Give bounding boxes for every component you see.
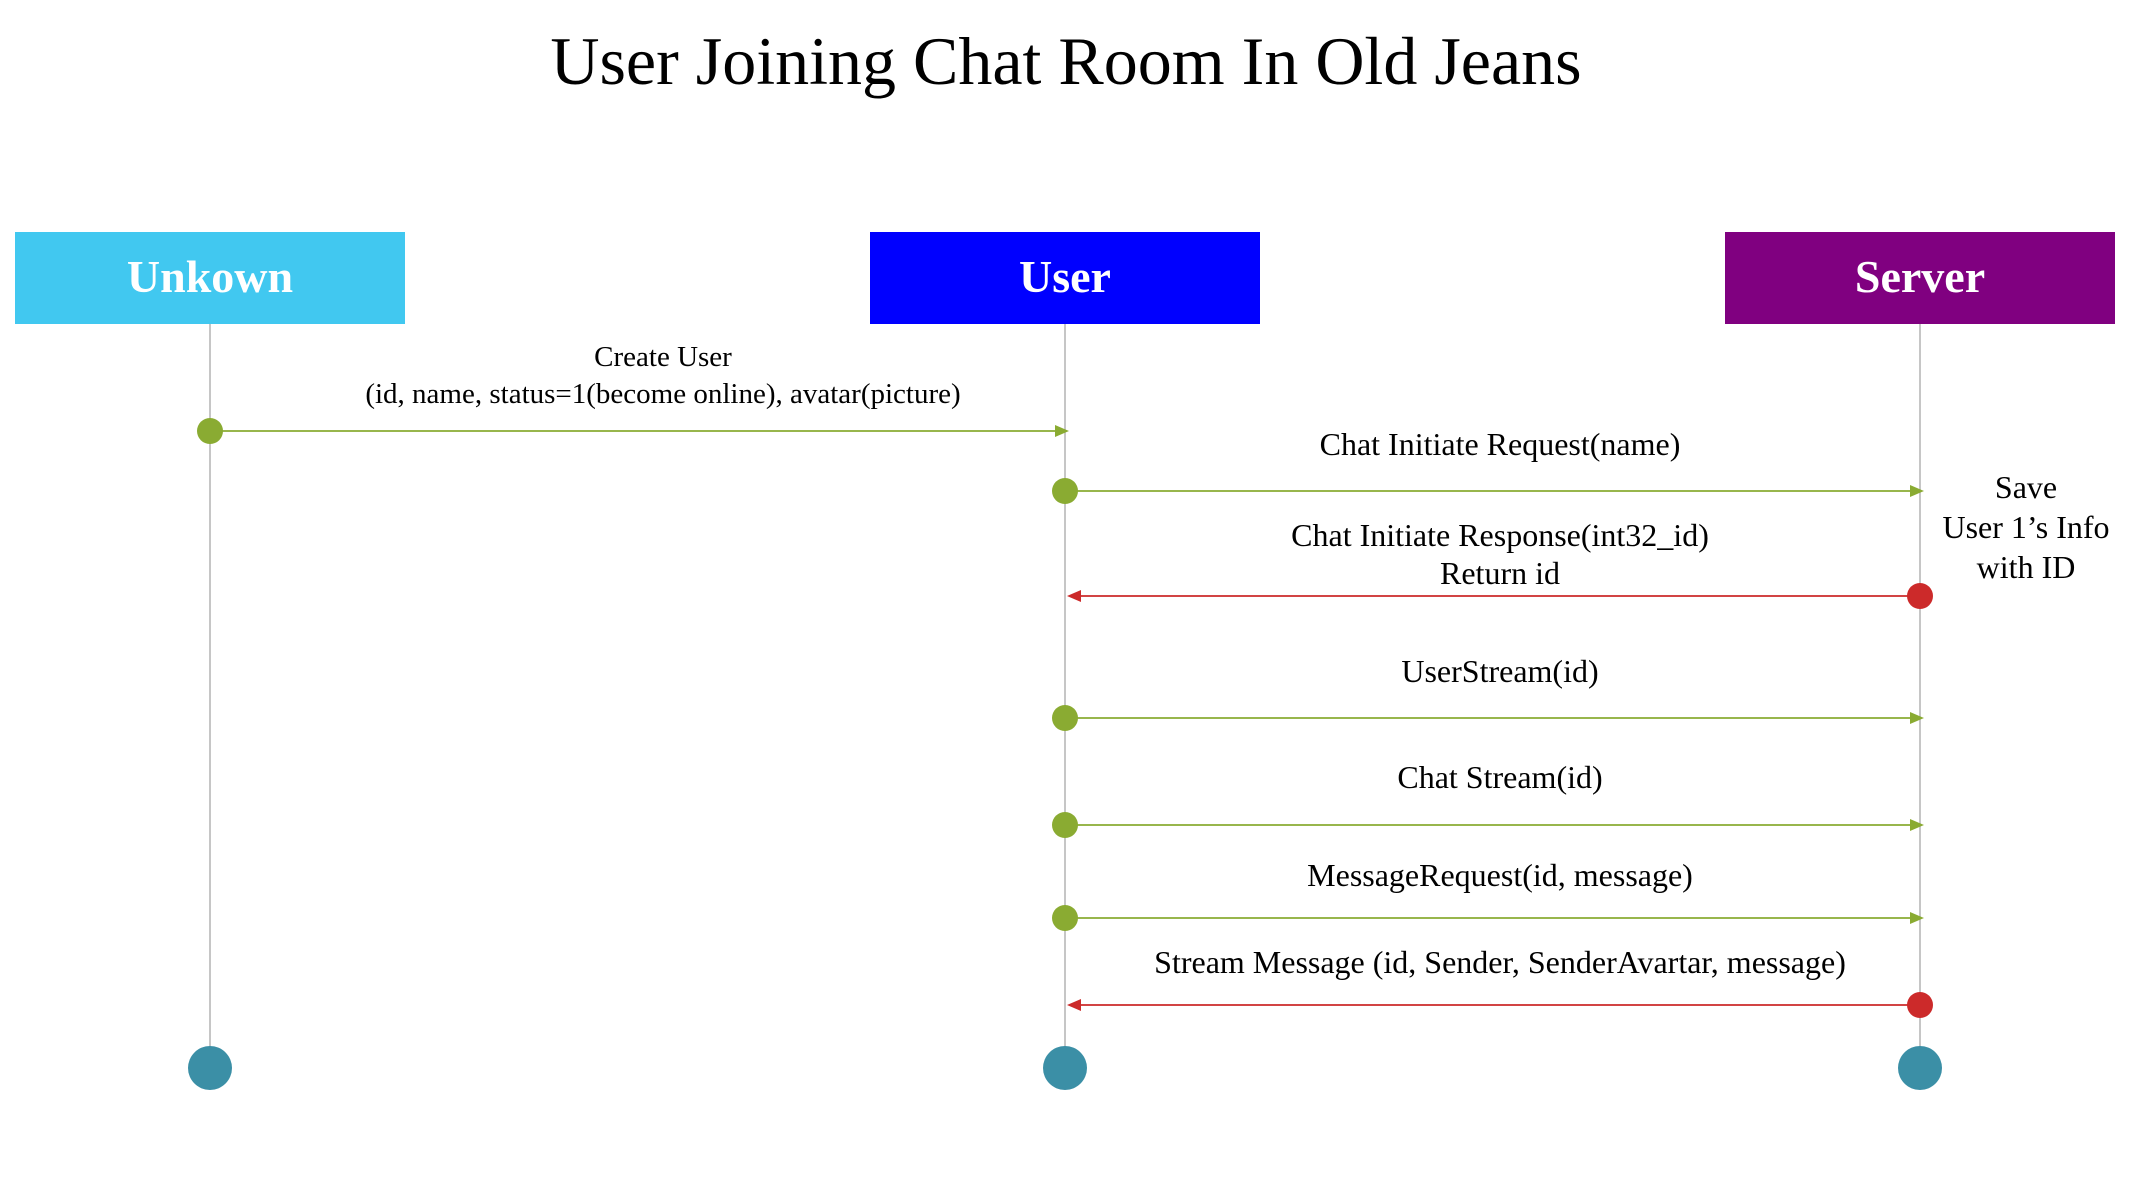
message-origin-dot [1052, 812, 1078, 838]
actor-box-server [1725, 232, 2115, 324]
message-label: MessageRequest(id, message) [1307, 857, 1693, 893]
lifeline-end-server [1898, 1046, 1942, 1090]
note-line: with ID [1977, 549, 2076, 585]
message-origin-dot [1907, 583, 1933, 609]
actor-user: User [870, 232, 1260, 324]
message-4: UserStream(id) [1052, 653, 1924, 731]
message-origin-dot [1052, 905, 1078, 931]
actor-box-unknown [15, 232, 405, 324]
arrow-head [1910, 485, 1924, 497]
messages: Create User (id, name, status=1(become on… [197, 341, 1933, 1018]
message-origin-dot [197, 418, 223, 444]
lifeline-end-unknown [188, 1046, 232, 1090]
message-label: Chat Initiate Response(int32_id) [1291, 517, 1709, 553]
message-label: Return id [1440, 555, 1560, 591]
lifeline-terminals [188, 1046, 1942, 1090]
message-label: (id, name, status=1(become online), avat… [365, 378, 960, 410]
message-7: Stream Message (id, Sender, SenderAvarta… [1067, 944, 1933, 1018]
arrow-head [1067, 590, 1081, 602]
message-5: Chat Stream(id) [1052, 759, 1924, 838]
diagram-title: User Joining Chat Room In Old Jeans [550, 23, 1581, 99]
note-line: User 1’s Info [1942, 509, 2109, 545]
actor-label-user: User [1019, 251, 1111, 302]
message-6: MessageRequest(id, message) [1052, 857, 1924, 931]
message-label: Chat Stream(id) [1397, 759, 1602, 795]
actors: Unkown User Server [15, 232, 2115, 324]
message-origin-dot [1907, 992, 1933, 1018]
note-line: Save [1995, 469, 2057, 505]
message-3: Chat Initiate Response(int32_id)Return i… [1067, 517, 1933, 609]
message-label: Chat Initiate Request(name) [1320, 426, 1681, 462]
arrow-head [1067, 999, 1081, 1011]
actor-label-server: Server [1855, 251, 1985, 302]
arrow-head [1910, 912, 1924, 924]
arrow-head [1910, 712, 1924, 724]
actor-unknown: Unkown [15, 232, 405, 324]
server-note: Save User 1’s Info with ID [1942, 469, 2109, 585]
message-label: Stream Message (id, Sender, SenderAvarta… [1154, 944, 1846, 980]
message-label: UserStream(id) [1401, 653, 1598, 689]
message-origin-dot [1052, 705, 1078, 731]
arrow-head [1055, 425, 1069, 437]
arrow-head [1910, 819, 1924, 831]
actor-box-user [870, 232, 1260, 324]
message-1: Create User (id, name, status=1(become on… [197, 341, 1069, 444]
message-label: Create User [594, 341, 732, 373]
actor-label-unknown: Unkown [127, 251, 293, 302]
lifeline-end-user [1043, 1046, 1087, 1090]
message-origin-dot [1052, 478, 1078, 504]
message-2: Chat Initiate Request(name) [1052, 426, 1924, 504]
actor-server: Server [1725, 232, 2115, 324]
